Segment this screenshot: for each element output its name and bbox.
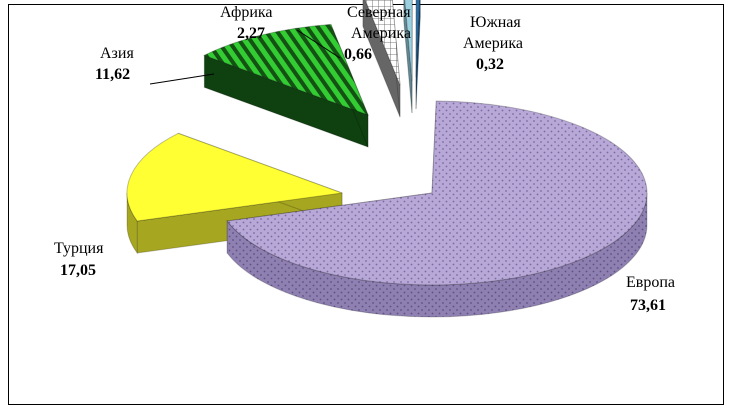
label-north-america-value: 0,66 <box>344 46 372 63</box>
pie-slice-5-top <box>415 0 421 78</box>
label-asia-value: 11,62 <box>95 66 130 83</box>
label-turkey-name: Турция <box>54 240 104 257</box>
pie-slice-5-wall-1 <box>415 0 421 110</box>
label-south-america-line1: Южная <box>470 14 521 31</box>
leader-line-asia <box>149 73 215 85</box>
label-north-america-line2: Америка <box>351 25 411 42</box>
label-south-america-line2: Америка <box>463 35 523 52</box>
label-turkey: Турция 17,05 <box>54 240 104 279</box>
label-asia-name: Азия <box>100 45 134 62</box>
pie-slice-0 <box>226 100 648 318</box>
label-europe: Европа 73,61 <box>626 274 675 314</box>
pie-slice-2 <box>203 23 369 148</box>
pie-slices <box>126 0 648 318</box>
pie-slice-4-top <box>404 0 413 82</box>
leader-line-africa <box>296 29 341 59</box>
pie-slice-5 <box>415 0 421 110</box>
label-europe-value: 73,61 <box>630 297 666 314</box>
pie-slice-1 <box>126 132 343 255</box>
label-south-america: Южная Америка 0,32 <box>463 14 523 73</box>
label-africa-name: Африка <box>220 4 273 21</box>
pie-slice-0-top <box>226 100 648 286</box>
label-south-america-value: 0,32 <box>476 56 504 73</box>
pie-slice-4 <box>403 0 413 114</box>
leader-lines <box>149 29 341 85</box>
label-asia: Азия 11,62 <box>95 45 134 83</box>
label-africa-value: 2,27 <box>237 25 265 42</box>
pie-slice-2-top <box>203 23 369 116</box>
label-turkey-value: 17,05 <box>60 262 96 279</box>
label-north-america-line1: Северная <box>347 4 411 21</box>
pie-slice-3-top <box>364 0 401 86</box>
label-europe-name: Европа <box>626 274 675 291</box>
pie-slice-1-top <box>126 132 343 222</box>
pie-slice-3 <box>362 0 401 118</box>
label-africa: Африка 2,27 <box>220 4 273 42</box>
label-north-america: Северная Америка 0,66 <box>344 4 411 63</box>
